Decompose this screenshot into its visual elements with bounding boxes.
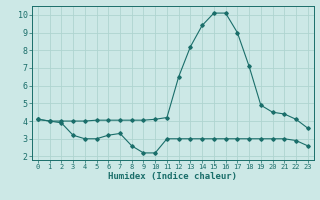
X-axis label: Humidex (Indice chaleur): Humidex (Indice chaleur): [108, 172, 237, 181]
